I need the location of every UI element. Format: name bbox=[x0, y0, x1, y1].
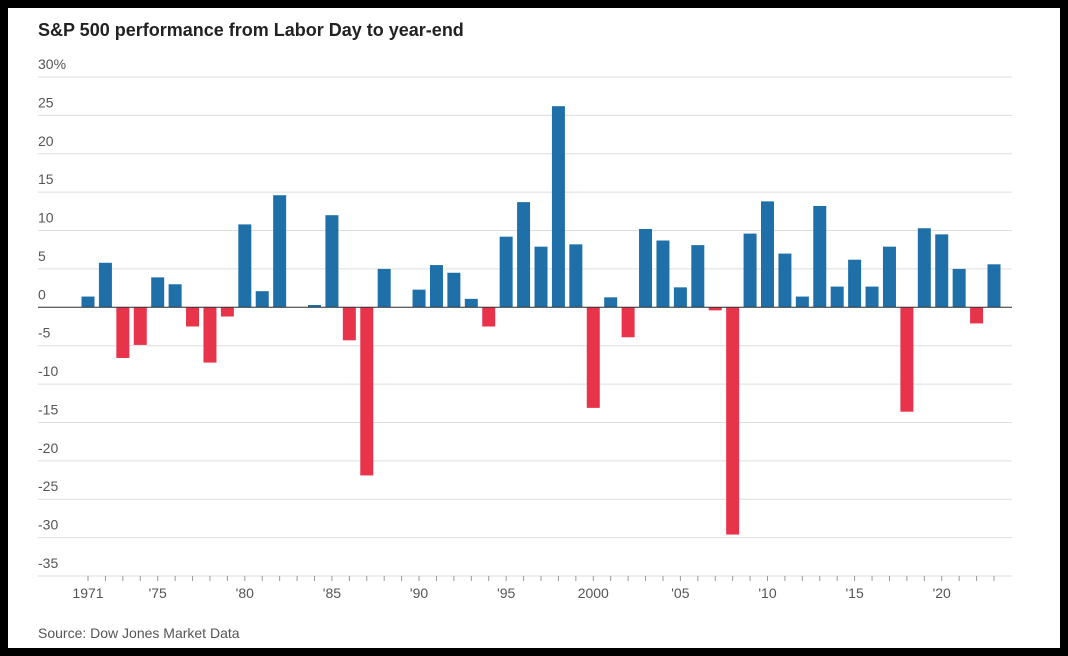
y-tick-label: 5 bbox=[38, 248, 46, 264]
bar bbox=[691, 245, 705, 308]
bar bbox=[621, 307, 635, 338]
x-tick-label: '20 bbox=[933, 585, 951, 601]
bar bbox=[377, 268, 391, 308]
chart-title: S&P 500 performance from Labor Day to ye… bbox=[38, 20, 464, 40]
bar bbox=[551, 106, 565, 308]
x-tick-label: '85 bbox=[323, 585, 341, 601]
y-tick-label: -30 bbox=[38, 517, 58, 533]
bar bbox=[81, 296, 95, 308]
bar bbox=[482, 307, 496, 327]
y-tick-label: -15 bbox=[38, 401, 58, 417]
y-tick-label: 30% bbox=[38, 56, 66, 72]
y-tick-label: 10 bbox=[38, 210, 54, 226]
bar bbox=[743, 233, 757, 308]
bar bbox=[98, 262, 112, 308]
y-tick-label: -5 bbox=[38, 325, 51, 341]
x-tick-label: 1971 bbox=[72, 585, 103, 601]
bar bbox=[412, 289, 426, 308]
bar bbox=[308, 305, 321, 308]
x-tick-label: '80 bbox=[236, 585, 254, 601]
bar bbox=[987, 264, 1001, 308]
bar bbox=[830, 286, 844, 308]
bar bbox=[569, 244, 583, 308]
y-tick-label: -25 bbox=[38, 478, 58, 494]
bar bbox=[464, 298, 478, 308]
bar bbox=[517, 202, 531, 308]
x-tick-label: '95 bbox=[497, 585, 515, 601]
bar bbox=[499, 236, 513, 308]
bar bbox=[151, 277, 165, 308]
bar bbox=[917, 228, 931, 308]
bar bbox=[795, 296, 809, 308]
bar bbox=[133, 307, 147, 345]
bar bbox=[534, 246, 548, 308]
bar bbox=[116, 307, 130, 358]
y-tick-label: 20 bbox=[38, 133, 54, 149]
y-tick-label: 0 bbox=[38, 286, 46, 302]
bar bbox=[342, 307, 356, 341]
chart-background bbox=[8, 8, 1060, 648]
y-tick-label: -20 bbox=[38, 440, 58, 456]
bar bbox=[220, 307, 234, 317]
bar bbox=[604, 297, 618, 308]
bar bbox=[673, 287, 687, 308]
bar bbox=[325, 215, 339, 308]
bar bbox=[865, 286, 879, 308]
y-tick-label: -10 bbox=[38, 363, 58, 379]
x-tick-label: '75 bbox=[149, 585, 167, 601]
bar bbox=[882, 246, 896, 308]
x-tick-label: '90 bbox=[410, 585, 428, 601]
bar bbox=[761, 201, 774, 308]
bar bbox=[726, 307, 740, 535]
x-tick-label: 2000 bbox=[578, 585, 609, 601]
x-tick-label: '10 bbox=[758, 585, 776, 601]
bar bbox=[900, 307, 914, 412]
bar bbox=[255, 291, 269, 308]
bar bbox=[778, 253, 792, 308]
bar bbox=[447, 272, 461, 308]
bar bbox=[813, 205, 827, 308]
bar bbox=[586, 307, 600, 408]
bar bbox=[848, 259, 862, 308]
bar bbox=[203, 307, 217, 363]
bar bbox=[168, 284, 182, 308]
bar bbox=[656, 240, 670, 308]
bar bbox=[360, 307, 374, 476]
source-note: Source: Dow Jones Market Data bbox=[38, 625, 240, 641]
y-tick-label: -35 bbox=[38, 555, 58, 571]
y-tick-label: 15 bbox=[38, 171, 54, 187]
bar bbox=[708, 307, 722, 311]
x-tick-label: '05 bbox=[671, 585, 689, 601]
bar bbox=[935, 234, 949, 308]
bar bbox=[238, 224, 252, 308]
bar bbox=[639, 229, 653, 308]
bar bbox=[970, 307, 984, 324]
bar bbox=[186, 307, 200, 327]
bar bbox=[429, 265, 443, 308]
bar bbox=[952, 268, 966, 308]
x-tick-label: '15 bbox=[845, 585, 863, 601]
bar bbox=[273, 195, 287, 308]
y-tick-label: 25 bbox=[38, 94, 54, 110]
